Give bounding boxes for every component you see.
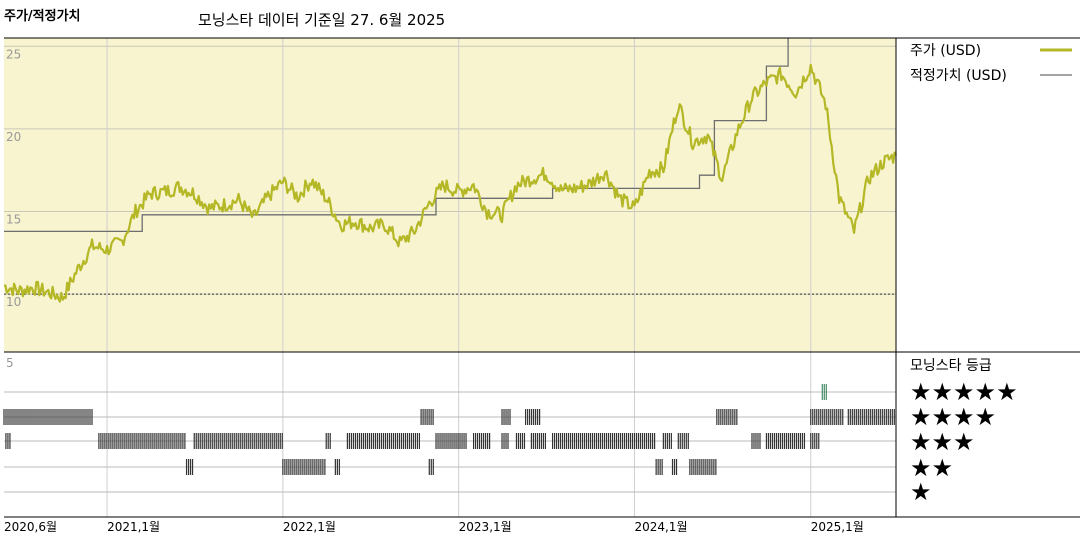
rating-bar-3-star: [5, 433, 11, 449]
y-tick-label: 25: [6, 47, 21, 61]
legend-price-label: 주가 (USD): [910, 43, 981, 59]
x-tick-label: 2020,6월: [4, 520, 57, 534]
y-ticks: 25 20 15 10: [6, 47, 21, 309]
rating-bar-4-star: [525, 409, 541, 425]
rating-panel-tick: 5: [6, 356, 14, 370]
legend-fair-value-label: 적정가치 (USD): [910, 68, 1007, 84]
rating-bar-4-star: [810, 409, 844, 425]
x-tick-label: 2022,1월: [283, 520, 336, 534]
rating-bar-2-star: [428, 459, 434, 475]
chart-subtitle: 모닝스타 데이터 기준일 27. 6월 2025: [198, 11, 445, 29]
star-rating-labels: ★★★★★★★★★★★★★★★: [910, 378, 1018, 506]
rating-bar-3-star: [765, 433, 806, 449]
chart-title: 주가/적정가치: [4, 8, 81, 24]
y-tick-label: 10: [6, 295, 21, 309]
rating-bars: [3, 384, 895, 475]
rating-bar-3-star: [98, 433, 186, 449]
rating-bar-2-star: [689, 459, 717, 475]
rating-bar-2-star: [334, 459, 340, 475]
star-label-4: ★★★★: [910, 403, 996, 431]
rating-bar-3-star: [551, 433, 656, 449]
rating-bar-3-star: [435, 433, 467, 449]
x-tick-label: 2021,1월: [107, 520, 160, 534]
rating-bar-5-star: [821, 384, 827, 400]
rating-bar-3-star: [530, 433, 546, 449]
rating-bar-4-star: [501, 409, 511, 425]
rating-bar-2-star: [671, 459, 678, 475]
y-tick-label: 20: [6, 130, 21, 144]
rating-bar-3-star: [473, 433, 491, 449]
rating-bar-2-star: [282, 459, 326, 475]
frame: [4, 37, 1080, 518]
legend: 주가 (USD) 적정가치 (USD): [910, 43, 1072, 84]
rating-bar-4-star: [847, 409, 895, 425]
star-label-5: ★★★★★: [910, 378, 1018, 406]
rating-bar-3-star: [810, 433, 820, 449]
star-label-1: ★: [910, 478, 932, 506]
x-ticks: 2020,6월 2021,1월 2022,1월 2023,1월 2024,1월 2025,…: [4, 520, 864, 534]
rating-bar-3-star: [501, 433, 509, 449]
star-label-3: ★★★: [910, 428, 975, 456]
x-tick-label: 2023,1월: [459, 520, 512, 534]
rating-bar-3-star: [751, 433, 761, 449]
rating-bar-3-star: [515, 433, 526, 449]
rating-bar-2-star: [185, 459, 194, 475]
rating-bar-3-star: [662, 433, 672, 449]
rating-bar-3-star: [193, 433, 283, 449]
rating-bar-2-star: [655, 459, 663, 475]
y-tick-label: 15: [6, 213, 21, 227]
rating-bar-4-star: [420, 409, 434, 425]
rating-bar-4-star: [3, 409, 93, 425]
rating-bar-3-star: [677, 433, 689, 449]
rating-bar-3-star: [346, 433, 421, 449]
rating-bar-4-star: [716, 409, 738, 425]
star-label-2: ★★: [910, 454, 953, 482]
x-tick-label: 2024,1월: [634, 520, 687, 534]
rating-bar-3-star: [325, 433, 331, 449]
price-line: [3, 63, 897, 303]
x-tick-label: 2025,1월: [811, 520, 864, 534]
rating-panel-title: 모닝스타 등급: [910, 358, 992, 374]
